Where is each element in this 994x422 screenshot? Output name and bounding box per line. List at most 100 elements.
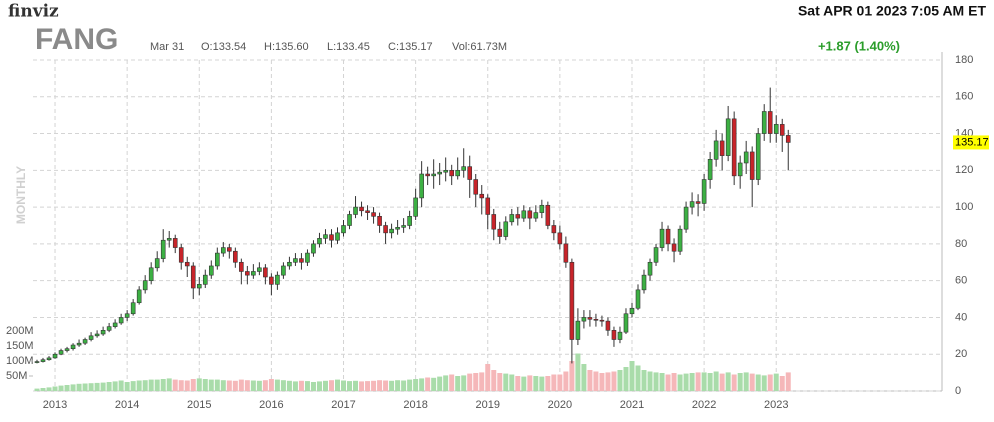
candle-body — [545, 204, 551, 226]
volume-bar — [52, 386, 58, 391]
candle-body — [677, 228, 683, 252]
volume-tick-label: 50M — [6, 370, 27, 382]
candle-body — [70, 344, 76, 350]
volume-bar — [220, 380, 226, 391]
x-tick-label: 2014 — [115, 399, 139, 411]
candle-body — [341, 225, 346, 234]
volume-bar — [365, 381, 371, 391]
candle-body — [317, 238, 322, 245]
candle-body — [190, 265, 196, 289]
volume-bar — [226, 380, 232, 391]
volume-bar — [298, 380, 304, 391]
volume-bar — [118, 380, 124, 391]
timeframe: MONTHLY — [14, 166, 28, 224]
volume-bar — [767, 374, 773, 391]
candle-body — [148, 267, 154, 281]
volume-bar — [359, 381, 365, 391]
volume-bar — [160, 379, 166, 391]
volume-bar — [689, 373, 695, 391]
volume-bar — [557, 374, 563, 391]
volume-bar — [280, 380, 286, 391]
volume-bar — [539, 376, 545, 391]
volume-bar — [569, 361, 575, 391]
candle-body — [287, 261, 292, 267]
volume-bar — [316, 381, 322, 391]
candle-body — [389, 228, 394, 234]
volume-bar — [196, 378, 202, 391]
candle-body — [166, 238, 172, 241]
volume-bar — [94, 382, 100, 391]
volume-bar — [635, 365, 641, 391]
candle-body — [94, 333, 100, 337]
y-tick-label: 160 — [955, 91, 973, 103]
volume-bar — [455, 376, 461, 391]
candle-body — [34, 361, 40, 363]
volume-bar — [328, 380, 334, 391]
volume-bar — [665, 374, 671, 391]
brand: finviz — [8, 2, 59, 22]
candle-body — [401, 225, 406, 228]
volume-bar — [731, 374, 737, 391]
volume-bar — [785, 372, 791, 391]
candle-body — [593, 318, 599, 321]
candle-body — [40, 359, 46, 362]
candle-body — [713, 140, 719, 160]
volume-bar — [593, 371, 599, 391]
volume-bar — [389, 380, 395, 391]
candle-body — [329, 234, 334, 241]
volume-bar — [112, 381, 118, 391]
volume-tick-label: 150M — [6, 340, 34, 352]
candle-body — [124, 313, 130, 318]
volume-bar — [274, 379, 280, 391]
volume-bar — [659, 373, 665, 391]
volume-bar — [172, 379, 178, 391]
candle-body — [395, 227, 400, 230]
candle-body — [293, 258, 298, 263]
info-text: O:133.54 — [201, 41, 246, 53]
volume-bar — [142, 380, 148, 391]
candle-body — [82, 339, 88, 344]
volume-bar — [64, 385, 70, 391]
volume-bar — [353, 380, 359, 391]
candle-body — [653, 247, 659, 263]
volume-bar — [461, 375, 467, 391]
volume-tick-label: 200M — [6, 325, 34, 337]
candle-body — [76, 342, 82, 346]
info-text: Mar 31 — [150, 41, 184, 53]
y-tick-label: 120 — [955, 164, 973, 176]
candle-body — [353, 206, 358, 215]
volume-bar — [202, 379, 208, 391]
volume-bar — [76, 383, 82, 391]
candle-body — [461, 166, 467, 171]
candle-body — [767, 111, 773, 134]
volume-bar — [286, 380, 292, 391]
candle-body — [647, 261, 653, 276]
volume-bar — [695, 372, 701, 391]
volume-bar — [515, 376, 521, 391]
candle-body — [623, 313, 629, 333]
candle-body — [208, 265, 214, 276]
candle-body — [755, 133, 761, 180]
volume-bar — [335, 379, 340, 391]
volume-bar — [725, 372, 731, 391]
x-tick-label: 2020 — [548, 399, 572, 411]
volume-bar — [677, 374, 683, 391]
volume-bar — [419, 378, 425, 391]
candle-body — [142, 280, 148, 291]
info-text: H:135.60 — [264, 41, 309, 53]
candle-body — [731, 118, 737, 177]
volume-bar — [599, 373, 605, 391]
y-tick-label: 100 — [955, 201, 973, 213]
volume-bar — [70, 384, 76, 391]
candle-body — [497, 228, 503, 237]
candle-body — [130, 302, 136, 315]
volume-bar — [347, 381, 353, 391]
volume-bar — [737, 373, 743, 391]
volume-bar — [178, 380, 184, 391]
volume-bar — [473, 373, 479, 391]
candle-body — [118, 317, 124, 324]
volume-bar — [244, 380, 250, 391]
candle-body — [299, 258, 304, 263]
candle-body — [88, 335, 94, 340]
volume-bar — [623, 367, 629, 391]
